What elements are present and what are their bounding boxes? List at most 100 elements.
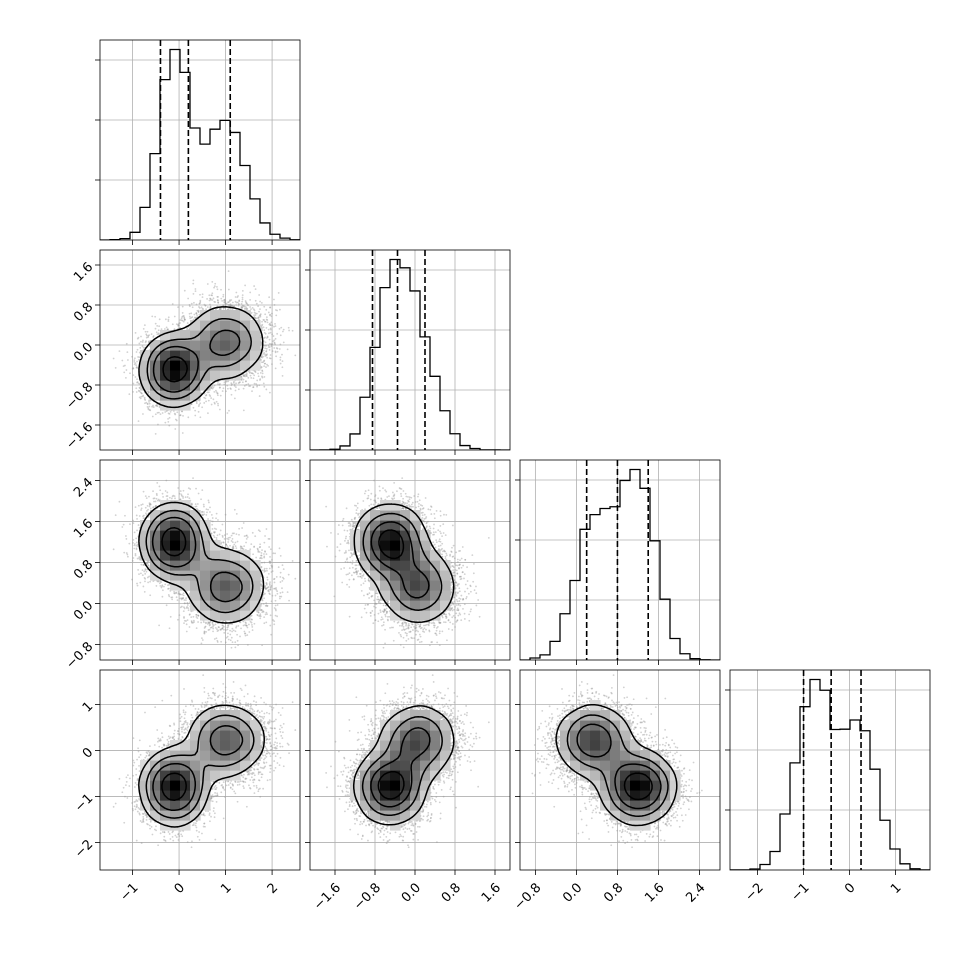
scatter-point (461, 571, 464, 574)
density-cell (380, 570, 391, 581)
scatter-point (442, 713, 445, 716)
scatter-point (379, 611, 382, 614)
scatter-point (442, 532, 445, 534)
scatter-point (377, 598, 380, 601)
density-cell (440, 570, 451, 581)
scatter-point (417, 623, 420, 626)
scatter-point (137, 389, 140, 392)
scatter-point (169, 736, 172, 739)
scatter-point (225, 543, 228, 546)
scatter-point (453, 691, 456, 694)
density-cell (220, 310, 231, 321)
scatter-point (444, 713, 447, 715)
scatter-point (264, 320, 267, 323)
scatter-point (231, 697, 234, 700)
scatter-point (148, 394, 151, 396)
scatter-point (232, 784, 234, 787)
density-cell (220, 740, 231, 751)
density-cell (170, 360, 181, 371)
scatter-point (154, 505, 157, 507)
scatter-point (252, 712, 255, 715)
scatter-point (163, 743, 166, 746)
scatter-point (236, 781, 239, 783)
scatter-point (121, 791, 124, 794)
scatter-point (455, 569, 458, 572)
scatter-point (178, 324, 180, 327)
scatter-point (203, 822, 206, 825)
scatter-point (404, 492, 407, 495)
scatter-point (223, 298, 226, 301)
scatter-point (197, 614, 200, 617)
scatter-point (330, 531, 332, 534)
scatter-point (266, 353, 268, 356)
scatter-point (352, 769, 355, 772)
scatter-point (258, 294, 261, 296)
scatter-point (381, 618, 384, 621)
scatter-point (128, 542, 131, 545)
scatter-point (279, 731, 282, 733)
scatter-point (173, 729, 176, 732)
scatter-point (253, 785, 255, 787)
scatter-point (427, 623, 430, 626)
scatter-point (355, 570, 358, 573)
density-cell (240, 600, 251, 611)
scatter-point (468, 748, 471, 751)
scatter-point (201, 639, 204, 641)
scatter-point (267, 738, 270, 741)
scatter-point (159, 580, 162, 583)
scatter-point (253, 774, 256, 777)
scatter-point (240, 774, 243, 776)
scatter-point (141, 395, 144, 398)
density-cell (220, 330, 231, 341)
scatter-point (374, 606, 377, 609)
scatter-point (435, 627, 438, 629)
scatter-point (260, 566, 263, 569)
scatter-point (397, 698, 399, 701)
scatter-point (400, 492, 402, 495)
scatter-point (211, 794, 214, 797)
scatter-point (454, 587, 457, 590)
scatter-point (245, 624, 248, 627)
density-cell (400, 610, 411, 621)
scatter-point (138, 556, 141, 558)
scatter-point (218, 626, 220, 629)
scatter-point (187, 607, 190, 610)
scatter-point (261, 644, 263, 647)
scatter-point (272, 720, 274, 723)
scatter-point (353, 768, 356, 771)
scatter-point (215, 537, 218, 539)
scatter-point (212, 687, 215, 690)
scatter-point (206, 700, 209, 703)
scatter-point (275, 587, 277, 589)
scatter-point (459, 578, 462, 581)
scatter-point (192, 301, 195, 304)
scatter-point (273, 720, 276, 723)
scatter-point (234, 389, 237, 392)
density-cell (210, 720, 221, 731)
scatter-point (252, 781, 255, 784)
scatter-point (265, 752, 268, 755)
scatter-point (210, 298, 212, 301)
scatter-point (140, 395, 143, 398)
scatter-point (270, 571, 273, 573)
scatter-point (400, 635, 403, 638)
scatter-point (178, 733, 181, 736)
scatter-point (240, 546, 243, 548)
scatter-point (262, 361, 264, 364)
scatter-point (132, 538, 135, 541)
scatter-point (217, 296, 219, 298)
scatter-point (245, 704, 248, 707)
scatter-point (172, 494, 175, 497)
scatter-point (157, 329, 160, 332)
scatter-point (227, 632, 229, 635)
scatter-point (154, 500, 157, 503)
scatter-point (346, 542, 348, 545)
scatter-point (475, 732, 478, 735)
scatter-point (257, 768, 260, 771)
scatter-point (424, 517, 427, 520)
scatter-point (220, 784, 223, 787)
scatter-point (376, 507, 378, 509)
scatter-point (154, 404, 157, 407)
scatter-point (207, 399, 210, 402)
scatter-point (236, 800, 239, 803)
